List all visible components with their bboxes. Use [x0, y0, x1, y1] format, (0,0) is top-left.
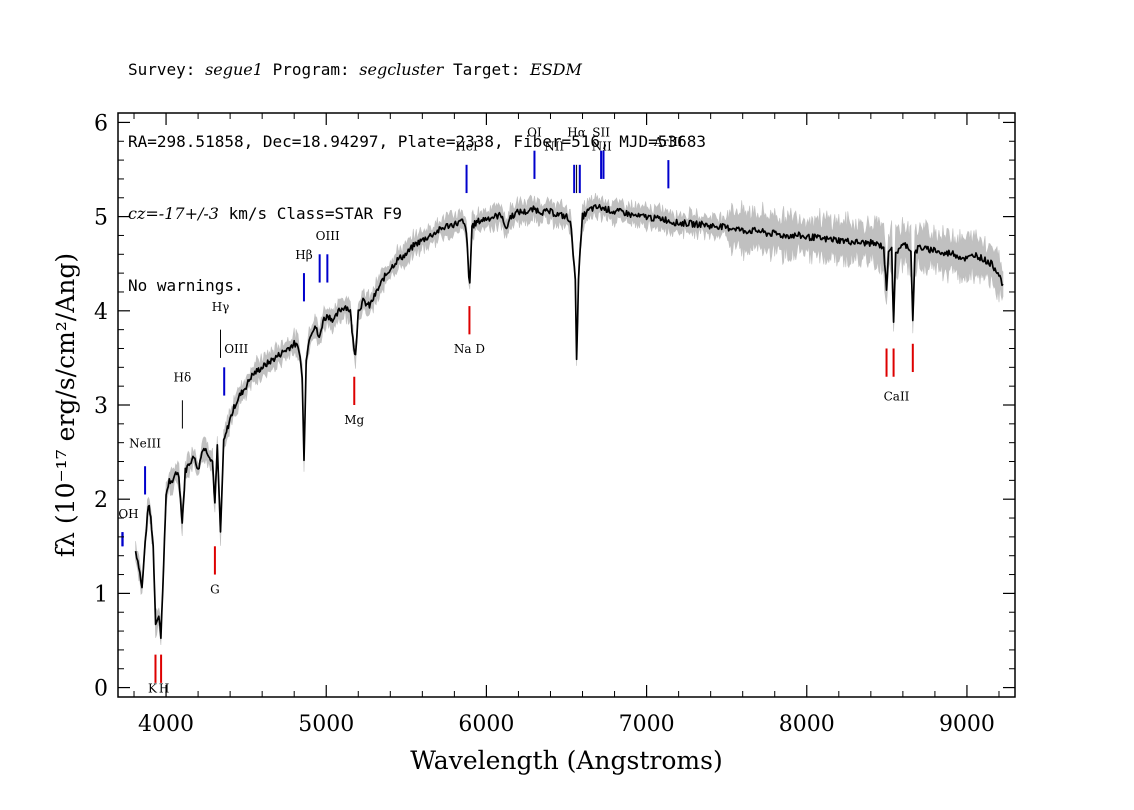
marker-label-19: G	[210, 582, 220, 596]
x-tick-label: 6000	[458, 712, 514, 737]
spectrum-header: Survey: segue1 Program: segcluster Targe…	[128, 10, 706, 322]
axis-ticks: 4000 5000 6000 7000 8000 9000 0 1 2 3 4 5 6	[94, 111, 1015, 737]
marker-label-10: OI	[527, 126, 542, 140]
survey-label: Survey:	[128, 60, 206, 79]
y-tick-label: 6	[94, 111, 108, 136]
header-line-survey: Survey: segue1 Program: segcluster Targe…	[128, 58, 706, 82]
program-value: segcluster	[359, 60, 444, 79]
target-label: Target:	[443, 60, 531, 79]
error-band-layer	[135, 193, 1004, 646]
marker-label-12: Hα	[567, 126, 586, 140]
target-value: ESDM	[530, 60, 582, 79]
spectrum-line	[134, 203, 1004, 640]
x-tick-label: 5000	[298, 712, 354, 737]
marker-label-2: NeIII	[129, 436, 161, 450]
marker-label-4: Hγ	[212, 300, 230, 314]
plot-frame	[117, 112, 1016, 698]
x-tick-label: 8000	[779, 712, 835, 737]
header-line-redshift: cz=-17+/-3 km/s Class=STAR F9	[128, 202, 706, 226]
program-label: Program:	[262, 60, 360, 79]
header-line-coordinates: RA=298.51858, Dec=18.94297, Plate=2338, …	[128, 132, 706, 151]
y-tick-label: 5	[94, 206, 108, 231]
marker-label-5: OIII	[224, 342, 248, 356]
y-tick-label: 0	[94, 677, 108, 702]
y-tick-label: 3	[94, 394, 108, 419]
marker-label-21: Na D	[454, 342, 485, 356]
marker-label-13: NII	[592, 140, 612, 154]
marker-label-3: Hδ	[174, 370, 192, 384]
x-tick-label: 4000	[138, 712, 194, 737]
marker-label-9: HeI	[455, 140, 478, 154]
marker-label-16: ArIII	[653, 135, 683, 149]
x-tick-label: 9000	[939, 712, 995, 737]
marker-label-17: K	[148, 681, 158, 695]
y-tick-label: 4	[94, 300, 108, 325]
survey-value: segue1	[205, 60, 263, 79]
class-value: km/s Class=STAR F9	[218, 204, 402, 223]
header-line-warnings: No warnings.	[128, 276, 244, 295]
marker-label-6: Hβ	[295, 248, 312, 262]
y-tick-label: 2	[94, 488, 108, 513]
marker-label-0: OH	[118, 507, 138, 521]
y-axis-label: fλ (10⁻¹⁷ erg/s/cm²/Ang)	[51, 253, 80, 557]
marker-label-22: CaII	[884, 389, 910, 403]
marker-label-7: OIII	[316, 229, 340, 243]
error-band	[135, 193, 1004, 646]
redshift-value: cz=-17+/-3	[128, 204, 219, 223]
marker-label-18: H	[159, 681, 169, 695]
marker-label-14: SII	[592, 126, 610, 140]
marker-label-11: NII	[544, 140, 564, 154]
x-axis-label: Wavelength (Angstroms)	[410, 746, 722, 775]
marker-label-20: Mg	[344, 413, 364, 427]
x-tick-label: 7000	[619, 712, 675, 737]
spectrum-layer	[134, 203, 1004, 640]
y-tick-label: 1	[94, 582, 108, 607]
